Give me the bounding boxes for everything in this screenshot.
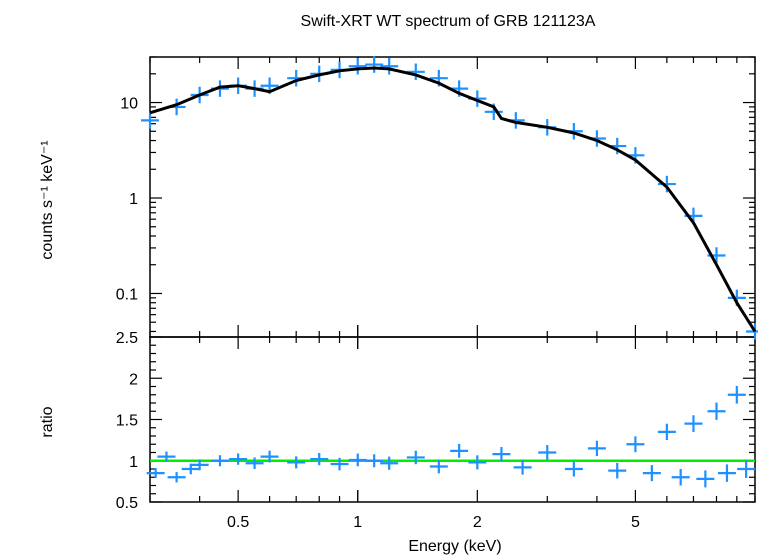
spectrum-data-point (348, 58, 367, 75)
ratio-data-point (657, 423, 676, 441)
ratio-data-point (330, 457, 349, 471)
y-tick-label: 1.5 (116, 413, 138, 430)
ratio-data-point (737, 460, 756, 478)
ratio-data-point (684, 415, 703, 432)
y-tick-label: 10 (120, 96, 138, 113)
ratio-data-point (727, 385, 746, 404)
model-line (149, 66, 757, 333)
x-tick-label: 2 (473, 514, 482, 531)
ratio-data-point (492, 446, 511, 462)
ratio-data-point (564, 461, 583, 477)
x-tick-labels: 0.5 1 2 5 (227, 514, 640, 531)
x-axis-label: Energy (keV) (408, 538, 501, 555)
spectrum-data-point (657, 175, 676, 193)
ratio-data-point (717, 464, 736, 482)
ratio-data-point (310, 452, 329, 466)
ratio-data-point (642, 465, 661, 482)
spectrum-data-point (406, 63, 425, 81)
y-tick-label: 1 (129, 454, 138, 471)
ratio-data-point (190, 459, 209, 471)
spectrum-data-point (365, 56, 384, 73)
spectrum-model-layer (149, 66, 757, 333)
ratio-data-point (245, 457, 264, 469)
x-tick-label: 0.5 (227, 514, 249, 531)
ratio-data-point (696, 470, 715, 488)
spectrum-axis-ticks (149, 56, 756, 337)
chart-title: Swift-XRT WT spectrum of GRB 121123A (301, 13, 596, 30)
ratio-axis-ticks (149, 336, 756, 503)
x-tick-label: 1 (353, 514, 362, 531)
ratio-data-point (450, 443, 469, 458)
ratio-data-point (210, 455, 229, 467)
ratio-y-tick-labels: 2.5 2 1.5 1 0.5 (116, 330, 138, 512)
ratio-data-point (406, 450, 425, 465)
ratio-data-point (348, 453, 367, 467)
ratio-data-point (380, 456, 399, 470)
ratio-data-point (146, 468, 165, 479)
ratio-data-points (146, 385, 756, 488)
ratio-data-point (608, 462, 627, 479)
spectrum-y-axis-label: counts s⁻¹ keV⁻¹ (39, 140, 56, 259)
ratio-plot-frame (149, 336, 756, 503)
ratio-data-point (260, 450, 279, 463)
ratio-data-point (587, 440, 606, 457)
spectrum-data-point (141, 112, 159, 129)
ratio-data-point (707, 402, 726, 420)
y-tick-label: 1 (129, 191, 138, 208)
y-tick-label: 0.5 (116, 495, 138, 512)
y-tick-label: 2 (129, 371, 138, 388)
y-tick-label: 0.1 (116, 286, 138, 303)
x-tick-label: 5 (631, 514, 640, 531)
spectrum-data-point (380, 58, 399, 75)
ratio-data-point (538, 445, 557, 460)
y-tick-label: 2.5 (116, 330, 138, 347)
ratio-data-point (157, 451, 176, 462)
ratio-data-point (287, 456, 306, 469)
ratio-data-point (626, 436, 645, 453)
ratio-data-point (365, 454, 384, 468)
ratio-data-point (468, 455, 487, 470)
ratio-data-point (513, 460, 532, 475)
ratio-y-axis-label: ratio (39, 406, 56, 437)
ratio-data-point (167, 472, 186, 483)
spectrum-plot-frame (149, 56, 756, 338)
spectrum-data-points (141, 56, 758, 340)
ratio-data-point (671, 469, 690, 486)
spectrum-y-tick-labels: 10 1 0.1 (116, 96, 138, 304)
ratio-data-point (429, 459, 448, 474)
ratio-data-point (229, 453, 248, 465)
